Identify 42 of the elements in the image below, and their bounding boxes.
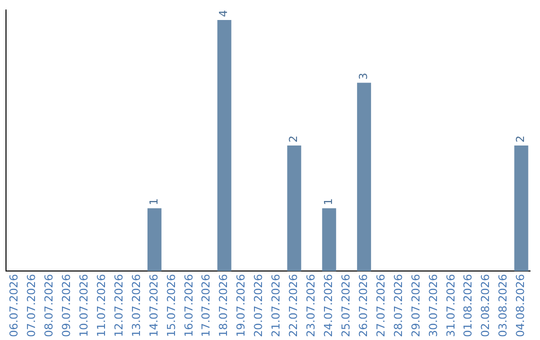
x-tick-label: 22.07.2026 <box>287 274 300 338</box>
bar <box>322 208 336 272</box>
x-tick-label: 14.07.2026 <box>147 274 160 338</box>
x-tick-label: 09.07.2026 <box>60 274 73 338</box>
data-label: 3 <box>356 72 370 80</box>
x-tick-label: 17.07.2026 <box>200 274 213 338</box>
bar <box>357 82 372 272</box>
x-tick-label: 03.08.2026 <box>496 274 510 338</box>
bar <box>217 20 232 272</box>
x-tick-label: 20.07.2026 <box>252 274 266 338</box>
x-tick-label: 24.07.2026 <box>322 274 335 338</box>
bar <box>287 146 302 272</box>
bar <box>147 208 162 272</box>
x-tick-label: 18.07.2026 <box>217 274 230 338</box>
x-tick-label: 13.07.2026 <box>130 274 143 338</box>
x-tick-label: 23.07.2026 <box>304 274 318 338</box>
x-tick-label: 07.07.2026 <box>25 274 38 338</box>
data-label: 2 <box>287 136 300 143</box>
x-tick-label: 10.07.2026 <box>77 274 90 338</box>
x-tick-label: 19.07.2026 <box>234 274 248 338</box>
data-label: 4 <box>217 10 230 18</box>
x-tick-label: 08.07.2026 <box>42 274 56 338</box>
x-tick-label: 27.07.2026 <box>374 274 388 338</box>
bar <box>514 146 528 272</box>
x-tick-label: 11.07.2026 <box>94 274 108 338</box>
x-tick-label: 06.07.2026 <box>8 274 21 338</box>
x-tick-label: 12.07.2026 <box>112 274 126 338</box>
x-tick-label: 31.07.2026 <box>444 274 458 338</box>
x-tick-label: 26.07.2026 <box>356 274 370 338</box>
data-label: 1 <box>147 198 160 206</box>
x-tick-label: 02.08.2026 <box>479 274 492 338</box>
x-tick-label: 16.07.2026 <box>182 274 196 338</box>
x-tick-label: 15.07.2026 <box>164 274 178 338</box>
x-tick-label: 29.07.2026 <box>409 274 422 338</box>
x-tick-label: 01.08.2026 <box>462 274 475 338</box>
data-label: 1 <box>322 198 335 206</box>
x-tick-label: 28.07.2026 <box>392 274 405 338</box>
data-label: 2 <box>514 136 528 143</box>
x-tick-label: 25.07.2026 <box>339 274 352 338</box>
x-tick-label: 30.07.2026 <box>426 274 440 338</box>
x-tick-label: 21.07.2026 <box>270 274 283 338</box>
x-tick-label: 04.08.2026 <box>514 274 528 338</box>
